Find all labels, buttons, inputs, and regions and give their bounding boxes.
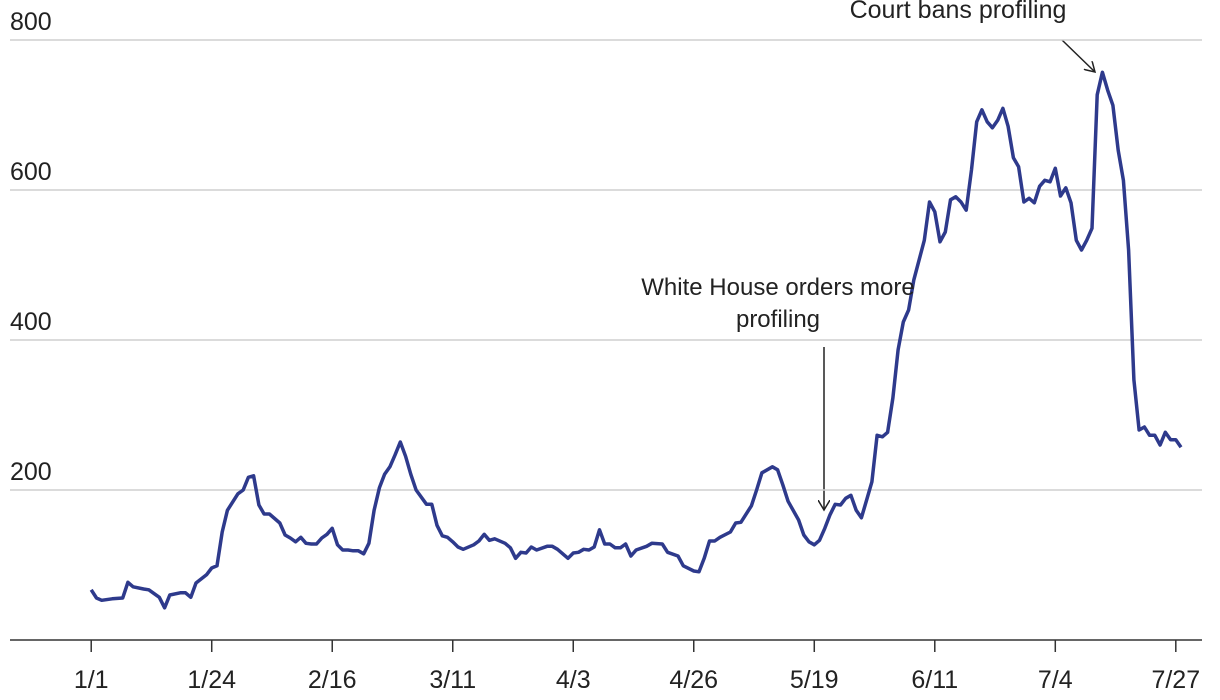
y-tick-label: 200 [10, 458, 52, 486]
annotation: White House orders more profiling [641, 274, 915, 333]
y-tick-label: 800 [10, 8, 52, 36]
x-tick-label: 1/24 [187, 666, 236, 694]
x-tick-label: 7/4 [1038, 666, 1073, 694]
x-tick-label: 7/27 [1151, 666, 1200, 694]
x-tick-label: 1/1 [74, 666, 109, 694]
x-tick-label: 6/11 [911, 666, 958, 694]
x-tick-label: 4/26 [669, 666, 718, 694]
x-tick-label: 5/19 [790, 666, 839, 694]
x-tick-label: 4/3 [556, 666, 591, 694]
x-tick-label: 3/11 [429, 666, 476, 694]
y-tick-label: 400 [10, 308, 52, 336]
annotation-arrow [1061, 39, 1095, 72]
y-tick-label: 600 [10, 158, 52, 186]
x-tick-label: 2/16 [308, 666, 357, 694]
data-line [89, 70, 1183, 610]
annotation: Court bans profiling [850, 0, 1067, 24]
